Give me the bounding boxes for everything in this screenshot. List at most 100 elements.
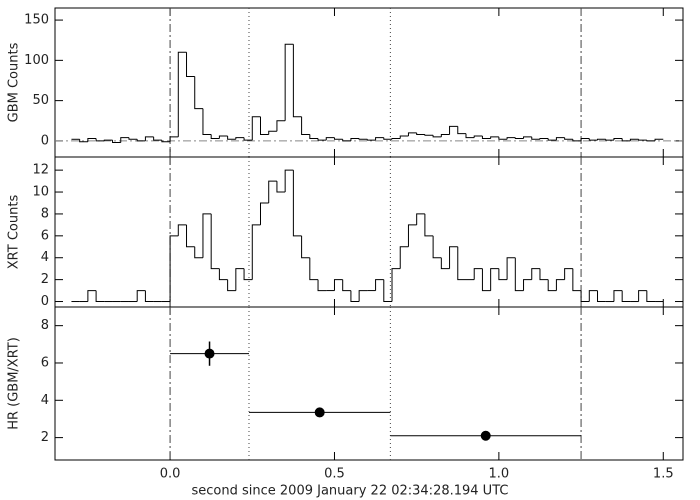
histogram-step xyxy=(301,235,310,259)
histogram-step xyxy=(481,268,491,292)
histogram-step xyxy=(251,116,261,141)
histogram-step xyxy=(350,137,360,141)
histogram-step xyxy=(103,139,113,141)
histogram-step xyxy=(424,134,434,136)
histogram-step xyxy=(638,290,647,302)
histogram-step xyxy=(243,137,253,141)
histogram-step xyxy=(227,279,236,292)
histogram-step xyxy=(613,290,623,302)
histogram-step xyxy=(498,136,508,140)
histogram-step xyxy=(169,235,179,302)
histogram-step xyxy=(654,138,664,141)
data-point xyxy=(314,407,325,418)
histogram-step xyxy=(301,116,310,135)
histogram-step xyxy=(268,180,277,203)
histogram-step xyxy=(490,268,499,291)
histogram-step xyxy=(210,213,220,270)
histogram-step xyxy=(629,138,639,141)
histogram-step xyxy=(457,246,466,281)
histogram-step xyxy=(325,137,335,141)
histogram-step xyxy=(177,224,187,236)
histogram-step xyxy=(358,290,368,302)
histogram-step xyxy=(358,138,368,140)
histogram-step xyxy=(498,268,508,281)
y-tick-label: 100 xyxy=(24,53,49,68)
y-tick-label: 150 xyxy=(24,13,49,28)
histogram-step xyxy=(317,138,327,141)
panel-frame xyxy=(54,7,684,158)
histogram-step xyxy=(531,268,540,280)
histogram-step xyxy=(457,126,466,135)
y-tick-label: 6 xyxy=(41,355,49,370)
histogram-step xyxy=(646,140,656,142)
y-tick-label: 2 xyxy=(41,430,49,445)
histogram-step xyxy=(555,137,565,141)
histogram-step xyxy=(375,137,384,141)
histogram-step xyxy=(276,120,286,132)
histogram-step xyxy=(333,279,343,291)
histogram-step xyxy=(87,137,97,142)
histogram-step xyxy=(539,137,549,140)
histogram-step xyxy=(161,140,171,143)
y-axis-label: HR (GBM/XRT) xyxy=(7,337,22,430)
histogram-step xyxy=(375,279,384,291)
histogram-step xyxy=(79,139,88,143)
histogram-step xyxy=(432,135,442,138)
y-axis-label: XRT Counts xyxy=(7,195,22,270)
y-tick-label: 6 xyxy=(41,228,49,243)
histogram-step xyxy=(251,224,261,280)
histogram-step xyxy=(539,268,549,281)
histogram-step xyxy=(473,135,483,138)
histogram-step xyxy=(202,213,212,258)
histogram-step xyxy=(218,135,228,139)
histogram-step xyxy=(490,136,499,139)
histogram-step xyxy=(112,140,121,144)
histogram-step xyxy=(481,136,491,139)
y-tick-label: 8 xyxy=(41,318,49,333)
y-tick-label: 12 xyxy=(32,163,49,178)
histogram-step xyxy=(407,224,417,247)
histogram-step xyxy=(613,137,623,141)
histogram-step xyxy=(136,290,146,302)
y-tick-label: 50 xyxy=(32,93,49,108)
histogram-step xyxy=(597,290,606,303)
histogram-step xyxy=(588,290,598,302)
histogram-step xyxy=(144,136,154,141)
histogram-step xyxy=(259,116,269,135)
histogram-step xyxy=(416,132,425,135)
panel-frame xyxy=(54,306,684,461)
histogram-step xyxy=(391,268,401,302)
histogram-step xyxy=(432,235,442,259)
y-tick-label: 4 xyxy=(41,393,49,408)
y-tick-label: 2 xyxy=(41,272,49,287)
histogram-step xyxy=(202,108,212,135)
histogram-step xyxy=(284,169,294,193)
histogram-step xyxy=(514,137,524,139)
y-tick-label: 10 xyxy=(32,185,49,200)
x-tick-label: 0.0 xyxy=(160,467,181,482)
histogram-step xyxy=(440,133,450,137)
histogram-step xyxy=(523,136,532,139)
histogram-step xyxy=(383,137,393,140)
histogram-step xyxy=(342,279,351,292)
histogram-step xyxy=(128,137,138,140)
histogram-step xyxy=(194,76,203,110)
histogram-step xyxy=(235,137,245,140)
histogram-step xyxy=(276,181,286,193)
histogram-step xyxy=(580,290,590,303)
histogram-step xyxy=(227,136,236,140)
histogram-step xyxy=(449,246,458,269)
histogram-step xyxy=(186,224,195,248)
histogram-step xyxy=(177,51,187,137)
histogram-step xyxy=(153,136,162,141)
histogram-step xyxy=(87,290,97,302)
x-axis-label: second since 2009 January 22 02:34:28.19… xyxy=(192,484,509,499)
x-tick-label: 1.5 xyxy=(653,467,674,482)
histogram-step xyxy=(572,268,582,292)
histogram-step xyxy=(309,257,319,281)
histogram-step xyxy=(136,139,146,142)
histogram-step xyxy=(366,139,376,141)
histogram-step xyxy=(547,138,557,141)
histogram-step xyxy=(424,213,434,237)
x-tick-label: 0.5 xyxy=(324,467,345,482)
